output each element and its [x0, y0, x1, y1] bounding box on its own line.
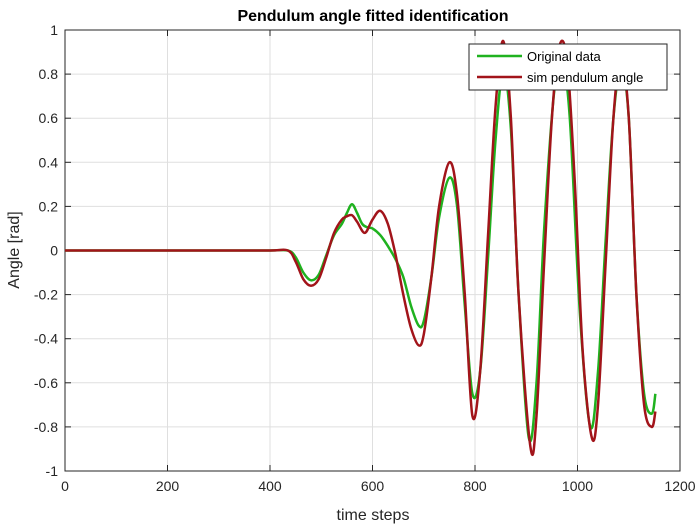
y-tick-label: 0.6: [39, 110, 59, 126]
y-tick-label: -0.8: [34, 419, 58, 435]
x-tick-label: 600: [361, 478, 385, 494]
y-tick-label: -0.2: [34, 287, 58, 303]
y-tick-label: -1: [46, 463, 59, 479]
y-tick-label: 0.4: [39, 154, 59, 170]
legend-box: [468, 43, 668, 91]
x-tick-label: 1200: [664, 478, 695, 494]
y-tick-label: 0: [50, 243, 58, 259]
y-tick-label: 1: [50, 22, 58, 38]
legend-label-sim-pendulum-angle: sim pendulum angle: [527, 70, 643, 85]
y-tick-label: 0.2: [39, 198, 59, 214]
series-line-sim-pendulum-angle: [65, 39, 657, 456]
x-axis-label: time steps: [337, 507, 410, 524]
x-tick-label: 1000: [562, 478, 593, 494]
series-lines: [65, 39, 657, 456]
x-tick-label: 400: [258, 478, 282, 494]
x-tick-label: 0: [61, 478, 69, 494]
axis-ticks: 0 200 400 600 800 1000 1200 -1 -0.8 -0.6 -0.4 -0.2 0…: [34, 22, 696, 494]
x-tick-label: 800: [463, 478, 487, 494]
y-tick-label: -0.6: [34, 375, 58, 391]
y-tick-label: 0.8: [39, 66, 59, 82]
x-tick-label: 200: [156, 478, 180, 494]
chart-title: Pendulum angle fitted identification: [237, 8, 508, 25]
y-axis-label: Angle [rad]: [6, 211, 23, 288]
y-tick-label: -0.4: [34, 331, 58, 347]
legend-label-original-data: Original data: [527, 49, 601, 64]
legend: Original data sim pendulum angle: [468, 43, 668, 91]
